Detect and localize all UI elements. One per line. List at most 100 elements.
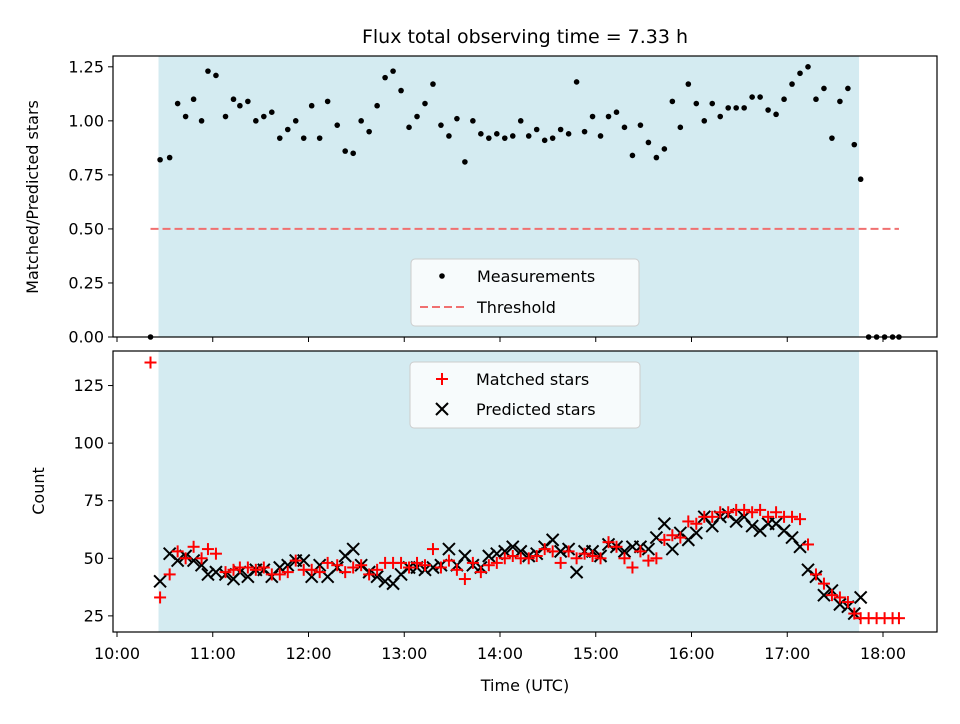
predicted-star-point [553, 544, 568, 559]
measurement-point [300, 135, 307, 141]
measurement-point [190, 96, 197, 103]
matched-star-point [347, 561, 360, 574]
predicted-star-point [817, 588, 831, 602]
matched-star-point [578, 547, 591, 560]
matched-star-point [554, 556, 567, 569]
measurement-point [245, 98, 251, 105]
matched-star-point [770, 506, 783, 519]
matched-star-points [144, 356, 905, 625]
y-tick-label: 125 [73, 376, 104, 395]
measurement-point [284, 126, 291, 133]
matched-star-point [666, 529, 679, 542]
matched-star-point [594, 552, 607, 565]
matched-star-point [658, 533, 671, 546]
matched-star-point [434, 561, 447, 574]
measurement-point [837, 98, 843, 105]
measurement-point [533, 126, 540, 133]
matched-star-point [618, 552, 631, 565]
matched-star-point [395, 556, 408, 569]
matched-star-point [506, 549, 519, 562]
x-tick-label: 18:00 [860, 644, 906, 663]
legend-threshold-label: Threshold [476, 298, 556, 317]
measurement-point [589, 113, 596, 120]
predicted-star-point [442, 542, 456, 556]
matched-star-point [144, 356, 157, 369]
measurement-point [174, 100, 181, 107]
measurement-point [205, 68, 211, 74]
top-legend: Measurements Threshold [410, 258, 640, 327]
measurement-point [669, 98, 676, 105]
top-y-ticks: 0.00 0.25 0.50 0.75 1.00 1.25 [68, 57, 113, 347]
matched-star-point [538, 543, 551, 556]
matched-star-point [833, 591, 846, 604]
top-x-ticks [116, 337, 884, 342]
matched-star-point [530, 549, 543, 562]
measurement-point [637, 122, 644, 128]
matched-star-point [411, 556, 424, 569]
predicted-star-point [370, 570, 384, 584]
y-tick-label: 0.25 [68, 273, 104, 292]
matched-star-point [892, 612, 905, 625]
matched-star-point [674, 531, 687, 544]
matched-star-point [490, 556, 503, 569]
measurement-point [350, 150, 356, 157]
measurement-point [494, 131, 500, 137]
measurement-point [334, 122, 341, 128]
measurement-point [446, 133, 452, 139]
chart-title: Flux total observing time = 7.33 h [362, 26, 688, 48]
x-tick-label: 15:00 [573, 644, 619, 663]
measurement-point [268, 109, 275, 115]
matched-star-point [546, 545, 559, 558]
measurement-point [198, 118, 205, 124]
predicted-star-point [378, 574, 392, 589]
predicted-star-point [170, 553, 185, 568]
measurement-point [478, 131, 484, 137]
matched-star-point [722, 506, 735, 519]
measurement-point [685, 81, 692, 87]
measurement-point [382, 74, 388, 81]
predicted-star-point [833, 597, 847, 612]
legend-measurements-label: Measurements [477, 267, 595, 286]
predicted-star-point [201, 567, 215, 582]
predicted-star-point [545, 533, 560, 547]
matched-star-point [171, 545, 184, 558]
predicted-star-point [482, 549, 496, 563]
matched-star-point [321, 556, 334, 569]
x-axis-label: Time (UTC) [480, 676, 569, 695]
matched-star-point [801, 538, 814, 551]
measurement-point [230, 96, 237, 103]
measurement-point [557, 126, 564, 133]
measurement-point [565, 131, 572, 137]
matched-star-point [179, 552, 192, 565]
matched-star-point [355, 559, 368, 572]
measurement-point [851, 141, 858, 148]
x-tick-label: 16:00 [668, 644, 714, 663]
measurement-points [147, 64, 902, 340]
measurement-point [693, 100, 700, 107]
legend-matched-label: Matched stars [476, 370, 589, 389]
predicted-star-point [186, 553, 201, 568]
measurement-point [549, 135, 556, 141]
measurement-point [605, 113, 612, 120]
measurement-point [470, 118, 476, 124]
matched-star-point [187, 540, 200, 553]
legend-predicted-label: Predicted stars [476, 400, 596, 419]
measurement-point [821, 85, 827, 92]
matched-star-point [825, 589, 838, 602]
measurement-point [462, 159, 468, 165]
y-tick-label: 75 [84, 491, 104, 510]
matched-star-point [466, 556, 479, 569]
measurement-point [741, 105, 747, 111]
measurement-point [398, 87, 404, 94]
matched-star-point [562, 545, 575, 558]
matched-star-point [817, 577, 830, 590]
measurement-point [166, 154, 173, 161]
measurement-point [308, 102, 315, 109]
y-tick-label: 0.75 [68, 165, 104, 184]
measurement-point [253, 118, 259, 124]
x-tick-label: 12:00 [285, 644, 331, 663]
measurement-point [261, 113, 267, 120]
measurement-point [781, 96, 787, 103]
matched-star-point [682, 515, 695, 528]
measurement-point [757, 94, 763, 100]
